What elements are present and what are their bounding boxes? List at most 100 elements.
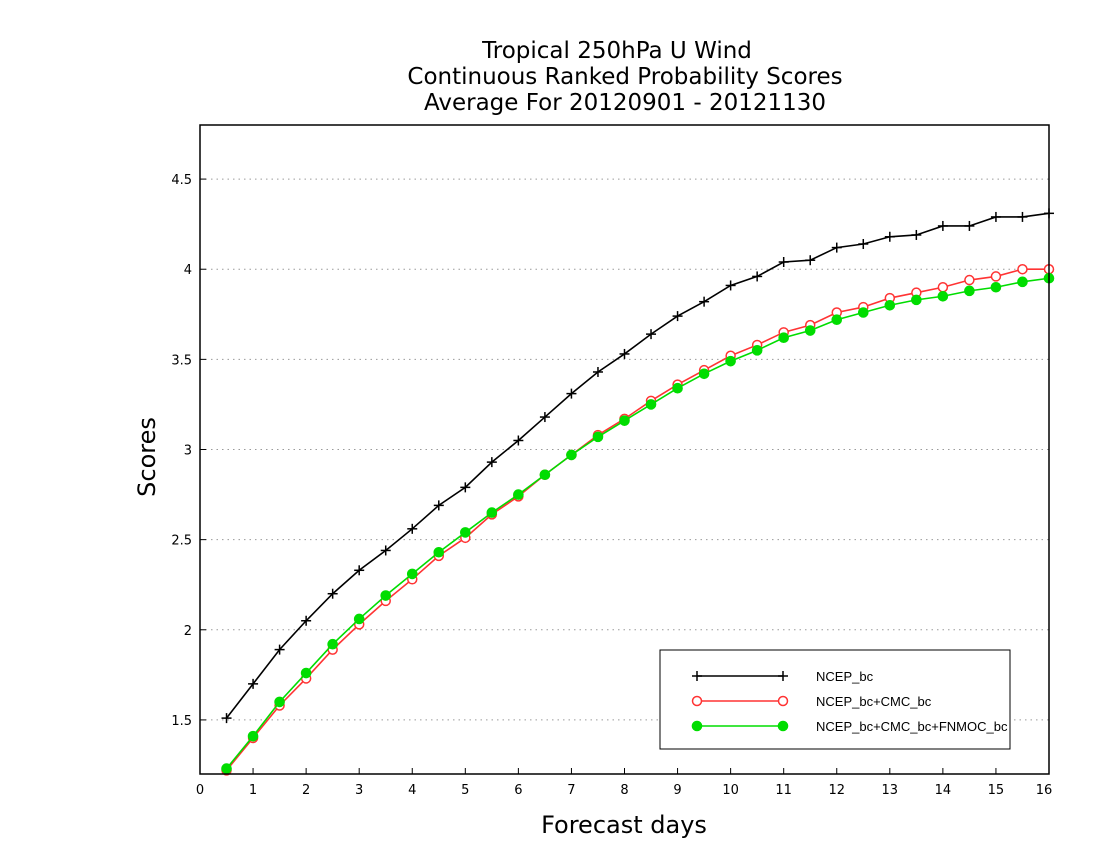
legend-label-1: NCEP_bc+CMC_bc	[816, 694, 932, 709]
series-2-point-19	[725, 355, 736, 367]
x-tick-label-16: 16	[1036, 783, 1053, 798]
series-0-point-14	[592, 366, 603, 377]
series-0-point-21	[778, 257, 789, 268]
x-tick-label-8: 8	[620, 783, 628, 798]
y-tick-label-4: 3.5	[171, 353, 192, 368]
series-2-point-21	[778, 332, 789, 344]
legend-label-2: NCEP_bc+CMC_bc+FNMOC_bc	[816, 719, 1008, 734]
chart-legend: NCEP_bc NCEP_bc+CMC_bc NCEP_bc+CMC_bc+FNMO…	[659, 649, 1011, 750]
series-2-point-6	[380, 590, 392, 601]
x-tick-label-7: 7	[567, 783, 575, 798]
legend-box	[659, 649, 1011, 750]
series-1-point-29	[990, 271, 1002, 282]
series-2-point-18	[698, 368, 710, 380]
x-tick-label-0: 0	[196, 783, 204, 798]
series-0-point-22	[805, 255, 816, 266]
series-0-point-8	[433, 500, 444, 511]
series-2-point-25	[884, 299, 896, 311]
y-tick-label-3: 3	[184, 444, 192, 459]
series-0-point-17	[672, 311, 683, 322]
legend-label-0: NCEP_bc	[816, 669, 874, 684]
x-tick-label-1: 1	[249, 783, 257, 798]
series-2-point-20	[751, 345, 763, 356]
chart-title-line-3: Average For 20120901 - 20121130	[424, 90, 826, 116]
x-tick-label-2: 2	[302, 783, 310, 798]
series-0-point-13	[566, 388, 577, 399]
series-0-point-2	[274, 644, 285, 655]
series-0-point-0	[221, 713, 232, 724]
series-2-point-12	[539, 469, 551, 481]
series-2-point-28	[964, 285, 975, 297]
legend-entry-1: NCEP_bc+CMC_bc	[691, 694, 932, 709]
series-0-point-28	[964, 220, 975, 231]
series-2-point-23	[831, 314, 843, 326]
series-2-point-9	[460, 527, 471, 538]
series-2-point-30	[1017, 276, 1028, 288]
chart-title: Tropical 250hPa U Wind Continuous Ranked…	[407, 38, 842, 116]
series-0-point-11	[513, 435, 524, 446]
legend-marker-end-1	[777, 695, 789, 707]
series-1-point-27	[937, 282, 949, 293]
y-tick-label-1: 2	[184, 624, 192, 639]
series-0-point-30	[1017, 211, 1028, 222]
series-0-point-10	[486, 457, 497, 468]
series-2-point-7	[406, 568, 418, 580]
legend-marker-end-0	[778, 671, 788, 681]
chart-title-line-1: Tropical 250hPa U Wind	[481, 38, 752, 64]
legend-marker-start-2	[691, 720, 703, 732]
x-tick-label-11: 11	[775, 783, 792, 798]
plot-series	[221, 208, 1055, 776]
series-0	[221, 208, 1054, 724]
series-2-point-13	[566, 449, 577, 461]
series-2-point-16	[645, 399, 657, 410]
series-0-point-15	[619, 348, 630, 359]
series-0-point-6	[380, 545, 391, 556]
x-tick-label-4: 4	[408, 783, 416, 798]
series-2-point-8	[433, 546, 445, 558]
series-2-point-17	[672, 382, 683, 394]
x-tick-label-9: 9	[673, 783, 681, 798]
series-0-point-29	[990, 211, 1001, 222]
x-tick-label-6: 6	[514, 783, 522, 798]
series-0-point-12	[539, 412, 550, 423]
series-0-point-18	[699, 296, 710, 307]
series-2-point-2	[274, 696, 285, 708]
x-tick-label-3: 3	[355, 783, 363, 798]
y-tick-label-0: 1.5	[171, 714, 192, 729]
x-tick-label-14: 14	[935, 783, 952, 798]
chart-title-line-2: Continuous Ranked Probability Scores	[407, 64, 842, 90]
series-2-point-3	[300, 667, 312, 679]
series-0-point-1	[248, 678, 259, 689]
legend-entry-0: NCEP_bc	[692, 669, 874, 684]
series-0-point-20	[752, 271, 763, 282]
series-0-point-9	[460, 482, 471, 493]
series-2	[221, 272, 1055, 774]
y-axis-label: Scores	[133, 417, 161, 497]
series-0-point-27	[937, 220, 948, 231]
legend-entry-2: NCEP_bc+CMC_bc+FNMOC_bc	[691, 719, 1008, 734]
legend-marker-end-2	[777, 720, 789, 732]
series-2-point-0	[221, 763, 232, 774]
series-0-line	[225, 212, 1050, 719]
x-axis-ticks: 0 1 2 3 4 5 6 7 8 9 10 11 12 13 14 15 16	[196, 768, 1052, 798]
series-0-point-24	[858, 238, 869, 249]
series-1-point-30	[1017, 263, 1028, 275]
y-gridlines	[200, 178, 1049, 721]
y-tick-label-6: 4.5	[171, 173, 192, 188]
y-axis-ticks: 1.5 2 2.5 3 3.5 4 4.5	[171, 173, 206, 729]
series-2-point-14	[592, 431, 604, 443]
series-2-point-1	[247, 730, 259, 742]
series-0-point-5	[354, 565, 365, 576]
legend-marker-start-0	[692, 671, 702, 681]
series-2-point-26	[911, 294, 922, 306]
x-tick-label-13: 13	[882, 783, 899, 798]
series-2-point-27	[937, 290, 949, 302]
x-tick-label-12: 12	[828, 783, 845, 798]
series-0-point-26	[911, 229, 922, 240]
y-tick-label-5: 4	[184, 263, 192, 278]
legend-marker-start-1	[691, 695, 703, 707]
series-0-point-25	[884, 231, 895, 242]
series-2-point-4	[327, 638, 338, 650]
